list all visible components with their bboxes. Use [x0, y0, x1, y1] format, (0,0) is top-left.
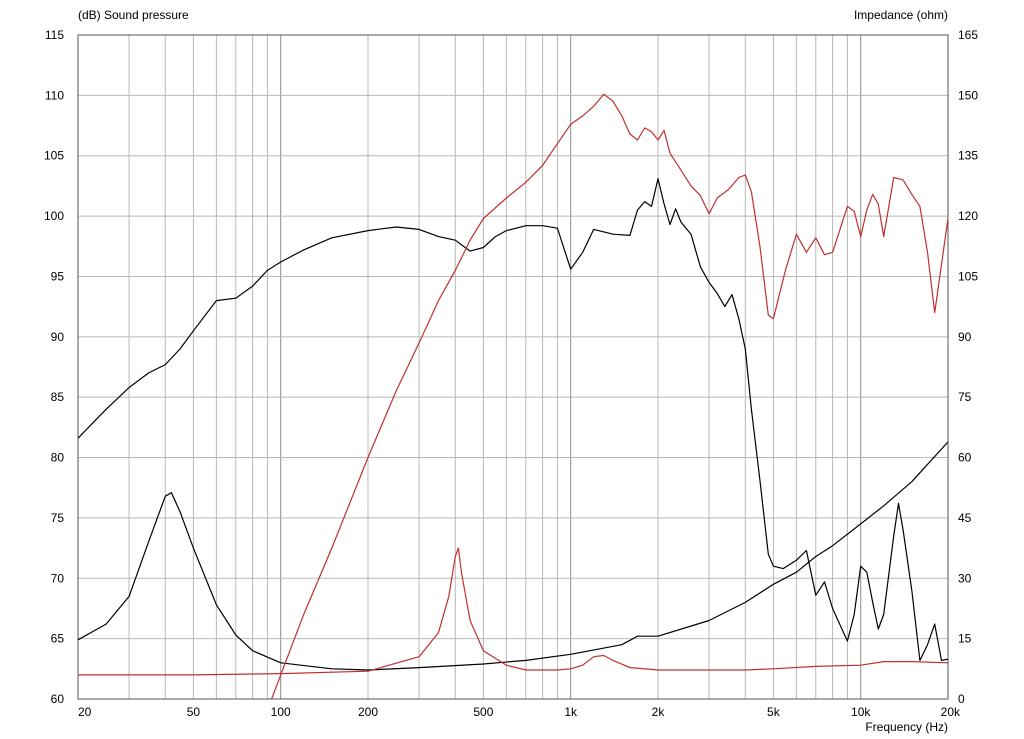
left-axis-label: (dB) Sound pressure — [78, 8, 189, 22]
series-line-3 — [271, 93, 949, 700]
x-tick-label: 20k — [941, 705, 961, 719]
right-y-tick-label: 30 — [958, 571, 972, 585]
series-line-2 — [77, 441, 949, 671]
x-tick-label: 1k — [564, 705, 578, 719]
left-y-tick-label: 85 — [51, 390, 65, 404]
left-y-tick-label: 115 — [45, 28, 64, 42]
x-tick-label: 50 — [187, 705, 201, 719]
right-y-tick-label: 120 — [958, 209, 978, 223]
right-y-tick-label: 135 — [958, 149, 978, 163]
left-y-tick-label: 75 — [51, 511, 65, 525]
plot-frame — [77, 34, 949, 700]
x-tick-label: 100 — [271, 705, 291, 719]
x-tick-label: 2k — [652, 705, 666, 719]
x-axis-label: Frequency (Hz) — [865, 720, 948, 734]
left-y-tick-label: 80 — [51, 451, 65, 465]
left-y-tick-label: 100 — [44, 209, 64, 223]
x-tick-labels: 20 50 100 200 500 1k 2k 5k 10k 20k — [78, 705, 961, 719]
left-y-tick-label: 60 — [51, 692, 65, 706]
left-y-tick-label: 95 — [51, 270, 65, 284]
right-y-tick-label: 150 — [958, 88, 978, 102]
x-tick-label: 5k — [767, 705, 781, 719]
left-y-tick-label: 70 — [51, 571, 65, 585]
left-y-tick-labels: 60 65 70 75 80 85 90 95 100 105 110 115 — [44, 28, 64, 706]
left-y-tick-label: 90 — [51, 330, 65, 344]
left-y-tick-label: 65 — [51, 632, 65, 646]
right-y-tick-labels: 0 15 30 45 60 75 90 105 120 135 150 165 — [958, 28, 978, 706]
right-y-tick-label: 75 — [958, 390, 972, 404]
series-line-1 — [77, 178, 949, 661]
x-tick-label: 500 — [473, 705, 493, 719]
right-y-tick-label: 45 — [958, 511, 972, 525]
series-line-4 — [78, 547, 949, 676]
x-tick-label: 200 — [358, 705, 378, 719]
grid-lines — [77, 34, 949, 700]
right-axis-label: Impedance (ohm) — [854, 8, 948, 22]
right-y-tick-label: 105 — [958, 270, 978, 284]
left-y-tick-label: 105 — [44, 149, 64, 163]
right-y-tick-label: 0 — [958, 692, 965, 706]
right-y-tick-label: 165 — [958, 28, 978, 42]
right-y-tick-label: 90 — [958, 330, 972, 344]
x-tick-label: 20 — [78, 705, 92, 719]
left-y-tick-label: 110 — [45, 88, 64, 102]
series-group — [77, 93, 949, 700]
right-y-tick-label: 15 — [958, 632, 972, 646]
x-tick-label: 10k — [851, 705, 871, 719]
right-y-tick-label: 60 — [958, 451, 972, 465]
